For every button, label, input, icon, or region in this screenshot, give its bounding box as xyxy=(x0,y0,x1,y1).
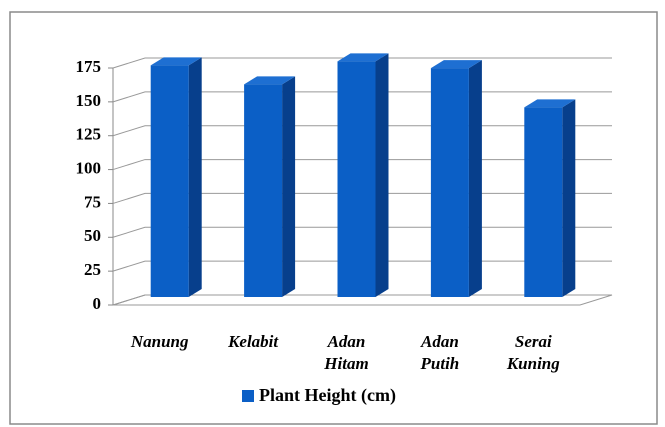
bar-front xyxy=(524,107,563,298)
x-tick-label: Nanung xyxy=(130,332,189,351)
y-tick-label: 0 xyxy=(93,294,102,313)
bar-top xyxy=(524,99,576,108)
y-tick-label: 125 xyxy=(76,125,102,144)
bar-front xyxy=(337,61,376,298)
legend-label: Plant Height (cm) xyxy=(259,385,396,406)
y-tick-label: 175 xyxy=(76,57,102,76)
bar-top xyxy=(150,57,202,66)
bar xyxy=(337,53,389,298)
bar-top xyxy=(430,60,482,69)
bar xyxy=(244,76,296,298)
bar-side xyxy=(468,60,482,297)
y-tick-label: 150 xyxy=(76,91,102,110)
bar-side xyxy=(562,99,576,298)
bar-side xyxy=(375,53,389,298)
y-tick-label: 100 xyxy=(76,158,102,177)
bar-front xyxy=(430,68,469,297)
bar xyxy=(430,60,482,297)
y-tick-label: 75 xyxy=(84,192,101,211)
bar-side xyxy=(282,76,296,298)
x-tick-label: Kelabit xyxy=(227,332,279,351)
bar-front xyxy=(244,84,283,298)
y-tick-label: 25 xyxy=(84,260,101,279)
bar xyxy=(150,57,202,297)
legend-swatch xyxy=(242,390,254,402)
y-tick-label: 50 xyxy=(84,226,101,245)
grid-line xyxy=(112,57,612,69)
x-tick-label: Serai Kuning xyxy=(506,332,560,373)
x-tick-label: Adan Putih xyxy=(420,332,460,373)
bar-top xyxy=(337,53,389,62)
x-tick-label: Adan Hitam xyxy=(323,332,368,373)
bar xyxy=(524,99,576,298)
bar-side xyxy=(188,57,202,297)
bar-front xyxy=(150,65,189,297)
bar-top xyxy=(244,76,296,85)
